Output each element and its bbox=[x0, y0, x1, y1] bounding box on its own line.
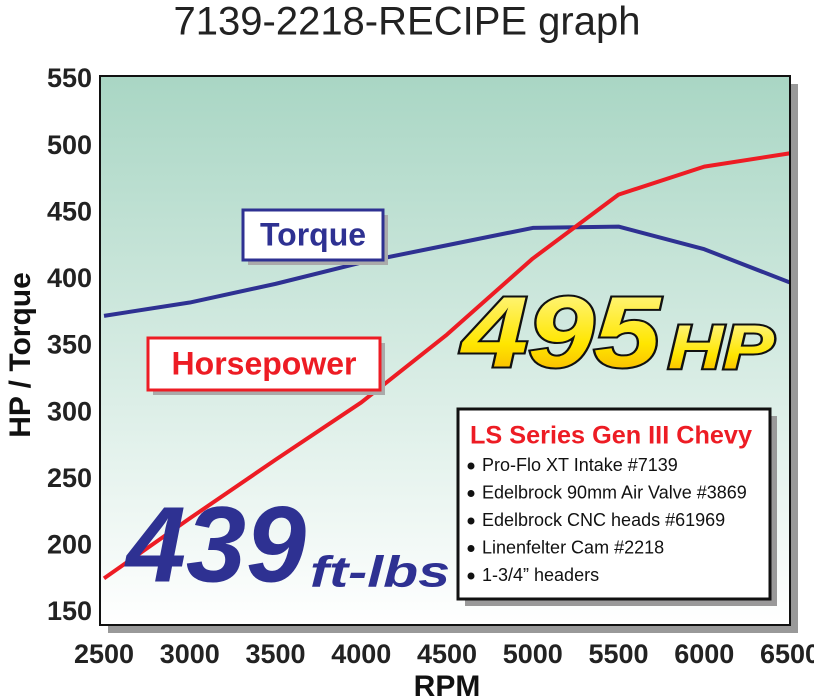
x-tick-label: 5500 bbox=[588, 639, 648, 669]
x-tick-label: 6500 bbox=[760, 639, 814, 669]
y-tick-label: 150 bbox=[47, 596, 92, 626]
peak-torque: 439 bbox=[124, 484, 306, 605]
info-item: Pro-Flo XT Intake #7139 bbox=[482, 455, 678, 475]
y-tick-label: 500 bbox=[47, 130, 92, 160]
plot-lines bbox=[102, 151, 789, 580]
x-tick-label: 4000 bbox=[331, 639, 391, 669]
y-tick-label: 200 bbox=[47, 530, 92, 560]
legend-label: Torque bbox=[260, 216, 366, 252]
x-tick-label: 4500 bbox=[417, 639, 477, 669]
info-item: 1-3/4” headers bbox=[482, 565, 599, 585]
info-title: LS Series Gen III Chevy bbox=[470, 422, 752, 450]
legend-box bbox=[241, 208, 385, 262]
series-line bbox=[103, 224, 789, 318]
peak-hp: 495 bbox=[460, 276, 662, 388]
y-tick-label: 350 bbox=[47, 330, 92, 360]
bullet bbox=[467, 490, 475, 497]
peak-hp-unit: HP bbox=[668, 313, 775, 382]
y-tick-label: 400 bbox=[47, 263, 92, 293]
info-item: Edelbrock 90mm Air Valve #3869 bbox=[482, 482, 747, 502]
bullet bbox=[467, 545, 475, 552]
info-item: Linenfelter Cam #2218 bbox=[482, 537, 664, 557]
y-tick-label: 250 bbox=[47, 463, 92, 493]
y-tick-label: 550 bbox=[47, 63, 92, 93]
bullet bbox=[467, 517, 475, 525]
peak-torque-unit: ft-lbs bbox=[310, 548, 450, 597]
x-axis-label: RPM bbox=[414, 670, 481, 700]
chart-title: 7139-2218-RECIPE graph bbox=[174, 0, 641, 44]
info-item: Edelbrock CNC heads #61969 bbox=[482, 510, 725, 530]
x-tick-label: 3500 bbox=[245, 639, 305, 669]
series-line bbox=[102, 151, 789, 580]
x-tick-label: 3000 bbox=[160, 639, 220, 669]
annotations: Torque Horsepower 495 HP 439 ft-lbs LS Series … bbox=[124, 208, 777, 606]
x-tick-label: 2500 bbox=[74, 639, 134, 669]
x-tick-label: 5000 bbox=[503, 639, 563, 669]
bullet bbox=[467, 462, 475, 470]
info-box bbox=[456, 407, 772, 601]
x-tick-label: 6000 bbox=[674, 639, 734, 669]
legend-box bbox=[146, 336, 382, 392]
y-axis-label: HP / Torque bbox=[4, 272, 37, 438]
bullet bbox=[467, 572, 475, 580]
y-tick-label: 300 bbox=[47, 396, 92, 426]
legend-label: Horsepower bbox=[172, 345, 357, 381]
y-tick-label: 450 bbox=[47, 196, 92, 226]
